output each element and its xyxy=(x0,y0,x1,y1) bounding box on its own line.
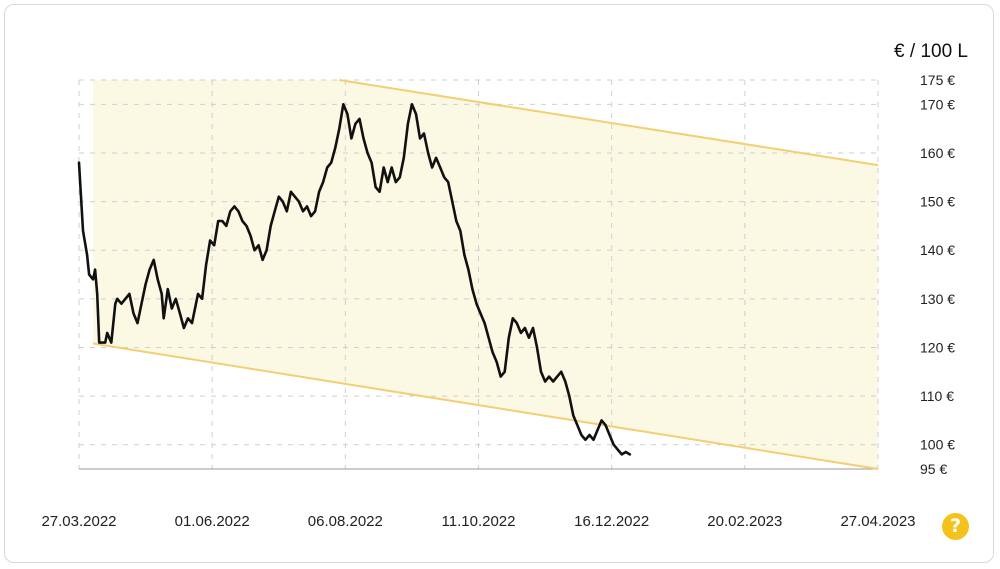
x-tick-label: 06.08.2022 xyxy=(308,513,383,530)
trend-channel-area xyxy=(93,80,879,469)
y-tick-label: 170 € xyxy=(920,96,955,112)
price-series xyxy=(77,103,632,456)
y-tick-label: 95 € xyxy=(920,461,947,477)
x-tick-label: 16.12.2022 xyxy=(574,513,649,530)
x-axis-ticks: 27.03.2022 01.06.2022 06.08.2022 11.10.2022… xyxy=(41,513,915,530)
y-tick-label: 140 € xyxy=(920,242,955,258)
y-tick-label: 150 € xyxy=(920,194,955,210)
y-tick-label: 175 € xyxy=(920,72,955,88)
y-tick-label: 160 € xyxy=(920,145,955,161)
x-tick-label: 11.10.2022 xyxy=(442,513,516,530)
x-tick-label: 01.06.2022 xyxy=(175,513,250,530)
y-tick-label: 130 € xyxy=(920,291,955,307)
y-axis-unit-label: € / 100 L xyxy=(894,41,968,62)
trend-channel-upper-line xyxy=(339,79,879,167)
y-tick-label: 100 € xyxy=(920,437,955,453)
x-tick-label: 27.03.2022 xyxy=(41,513,116,530)
trend-channel-lines xyxy=(92,79,879,470)
grid xyxy=(78,79,879,470)
y-axis-ticks: 175 € 170 € 160 € 150 € 140 € 130 € 120 € 110 €… xyxy=(920,72,955,477)
x-tick-label: 27.04.2023 xyxy=(840,513,915,530)
price-line-0 xyxy=(77,103,632,456)
trend-channel-lower-line xyxy=(92,342,879,470)
y-tick-label: 110 € xyxy=(920,388,954,404)
x-tick-label: 20.02.2023 xyxy=(707,513,782,530)
y-tick-label: 120 € xyxy=(920,339,955,355)
help-icon[interactable]: ? xyxy=(942,513,969,540)
trend-channel xyxy=(93,80,879,469)
